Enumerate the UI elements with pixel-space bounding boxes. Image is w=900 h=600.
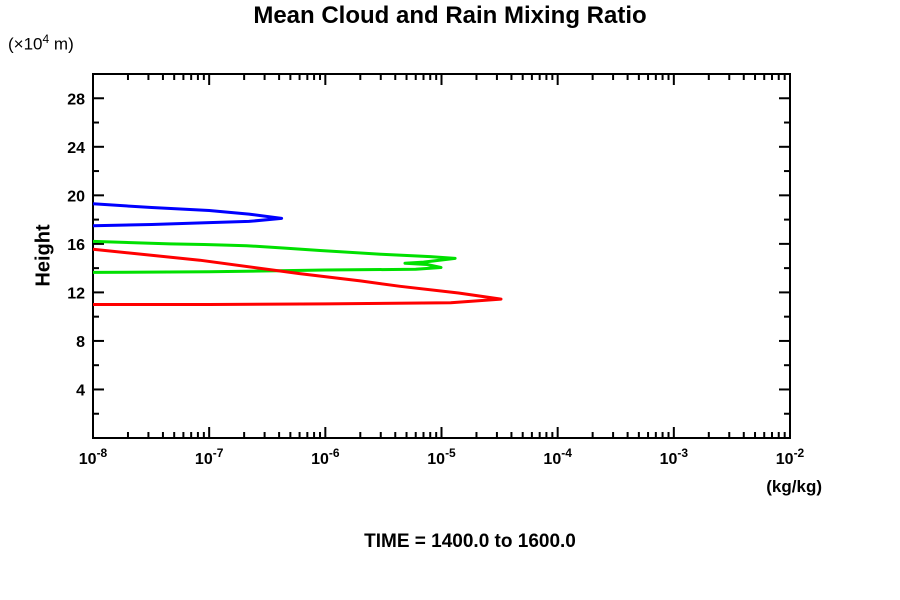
y-tick-label: 24 <box>67 140 85 157</box>
time-annotation: TIME = 1400.0 to 1600.0 <box>364 531 576 552</box>
y-tick-label: 28 <box>67 91 85 108</box>
x-axis-units-label: (kg/kg) <box>766 477 822 496</box>
y-axis-title: Height <box>32 224 55 287</box>
x-tick-label: 10-5 <box>427 446 456 468</box>
y-tick-label: 12 <box>67 285 85 302</box>
y-tick-label: 20 <box>67 188 85 205</box>
chart-title: Mean Cloud and Rain Mixing Ratio <box>253 2 647 29</box>
series-line-green-profile <box>92 239 457 274</box>
y-axis-units-label: (×104 m) <box>8 32 74 54</box>
x-tick-label: 10-6 <box>311 446 340 468</box>
y-tick-label: 4 <box>76 382 85 399</box>
x-tick-label: 10-3 <box>660 446 689 468</box>
x-tick-label: 10-8 <box>79 446 108 468</box>
y-tick-label: 16 <box>67 237 85 254</box>
x-tick-label: 10-4 <box>543 446 572 468</box>
series-line-red-profile <box>92 247 503 306</box>
y-tick-label: 8 <box>76 334 85 351</box>
x-tick-label: 10-2 <box>776 446 805 468</box>
series-line-blue-profile <box>92 202 284 228</box>
x-tick-label: 10-7 <box>195 446 224 468</box>
